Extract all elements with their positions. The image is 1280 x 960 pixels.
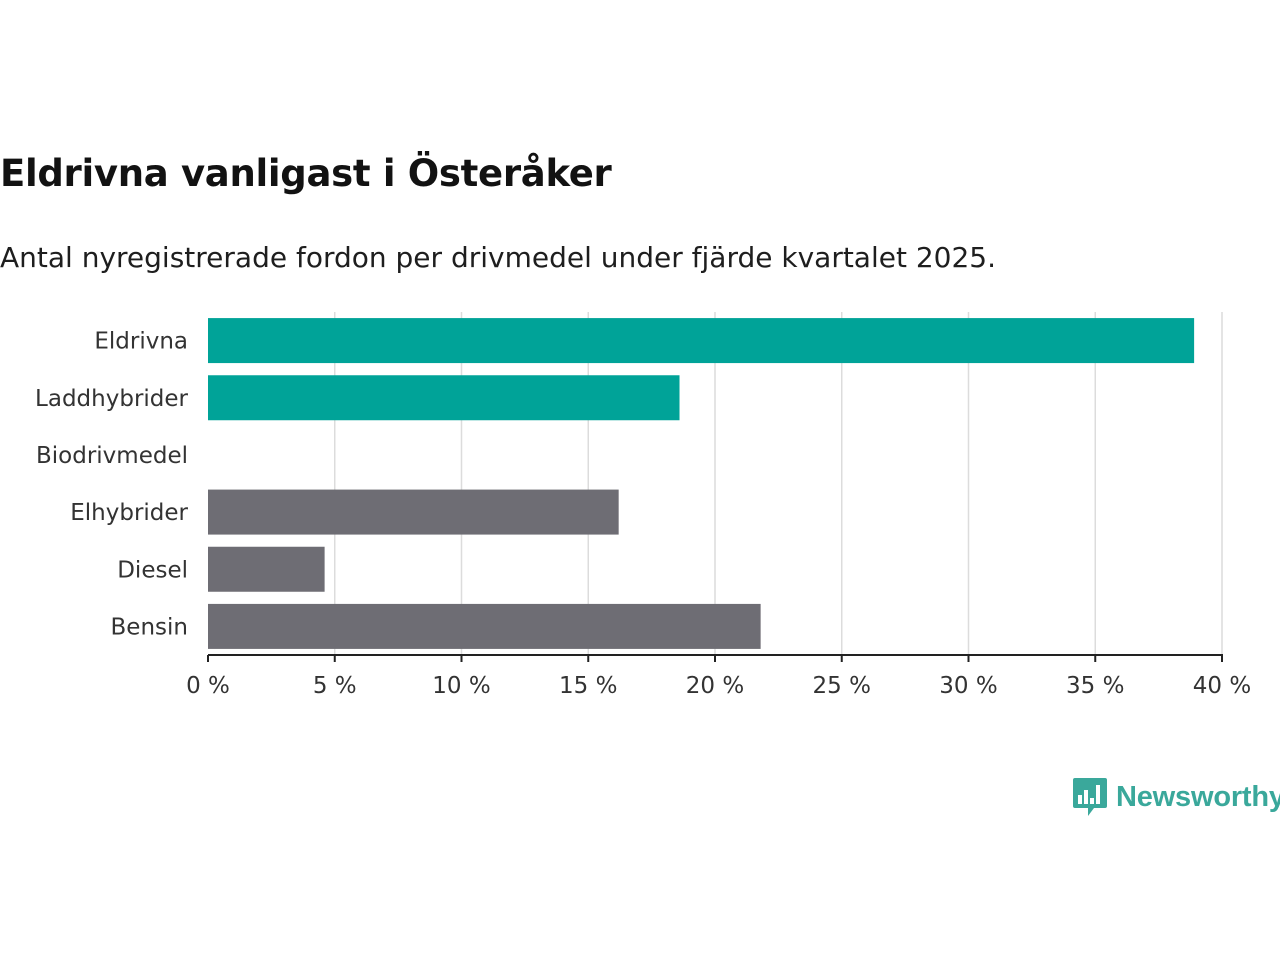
- x-tick-label: 0 %: [186, 673, 230, 699]
- bar-eldrivna: [208, 318, 1195, 364]
- bar-diesel: [208, 546, 325, 592]
- x-tick-label: 20 %: [686, 673, 744, 699]
- x-tick-label: 35 %: [1066, 673, 1124, 699]
- brand-name: Newsworthy: [1116, 780, 1280, 813]
- category-label: Diesel: [117, 557, 188, 583]
- x-tick-label: 25 %: [813, 673, 871, 699]
- bar-laddhybrider: [208, 375, 680, 421]
- newsworthy-logo: Newsworthy: [1072, 776, 1280, 818]
- category-label: Biodrivmedel: [36, 443, 188, 469]
- x-tick-label: 5 %: [313, 673, 357, 699]
- grid-lines: [334, 312, 1223, 655]
- category-label: Elhybrider: [70, 500, 188, 526]
- x-tick-label: 40 %: [1193, 673, 1251, 699]
- bar-elhybrider: [208, 489, 619, 535]
- x-tick-label: 10 %: [432, 673, 490, 699]
- x-axis: 0 % 5 % 10 % 15 % 20 % 25 % 30 % 35 % 40 %: [186, 654, 1251, 699]
- category-labels: Eldrivna Laddhybrider Biodrivmedel Elhybrid…: [35, 329, 188, 641]
- bars: [208, 318, 1195, 649]
- chart-title: Eldrivna vanligast i Österåker: [0, 152, 612, 195]
- category-label: Bensin: [111, 614, 188, 640]
- x-tick-label: 15 %: [559, 673, 617, 699]
- newsworthy-chart-icon: [1073, 778, 1107, 816]
- x-tick-label: 30 %: [939, 673, 997, 699]
- category-label: Eldrivna: [94, 329, 188, 355]
- bar-bensin: [208, 603, 761, 649]
- category-label: Laddhybrider: [35, 386, 188, 412]
- chart-subtitle: Antal nyregistrerade fordon per drivmede…: [0, 241, 997, 274]
